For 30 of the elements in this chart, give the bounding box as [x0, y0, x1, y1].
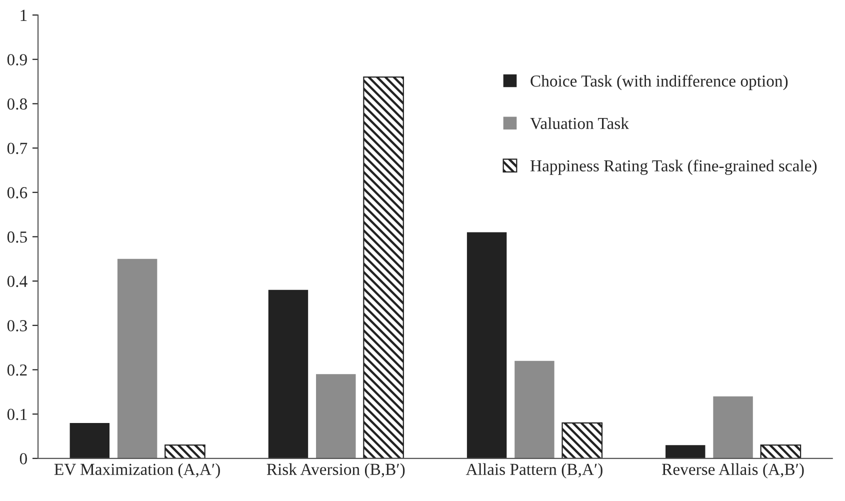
bar — [117, 258, 158, 458]
bar — [514, 360, 554, 458]
y-tick-label: 0.5 — [7, 231, 27, 243]
bar — [562, 422, 603, 458]
bar — [760, 444, 802, 458]
bar — [268, 290, 308, 458]
bar — [164, 444, 206, 458]
legend-label: Valuation Task — [530, 117, 629, 130]
x-tick-label: Reverse Allais (A,B′) — [662, 463, 804, 478]
y-tick-label: 0.9 — [7, 54, 27, 66]
bar — [316, 374, 356, 458]
bar — [466, 232, 507, 458]
bar — [666, 445, 706, 458]
y-tick-label: 0.6 — [7, 187, 28, 198]
y-tick-label: 0 — [20, 453, 27, 464]
legend-label: Choice Task (with indifference option) — [530, 74, 788, 90]
y-tick-label: 0.1 — [7, 408, 27, 420]
bar — [70, 422, 110, 458]
legend-label: Happiness Rating Task (fine-grained scale) — [530, 160, 817, 175]
y-tick-label: 0.7 — [7, 142, 28, 154]
y-tick-label: 0.2 — [7, 364, 27, 376]
y-tick-label: 0.3 — [7, 320, 27, 332]
x-tick-label: EV Maximization (A,A′) — [54, 463, 220, 478]
y-tick-label: 1 — [20, 10, 27, 21]
bar — [363, 76, 404, 458]
bar — [713, 396, 753, 458]
y-tick-label: 0.4 — [7, 276, 28, 288]
y-tick-label: 0.8 — [7, 98, 27, 110]
x-tick-label: Risk Aversion (B,B′) — [266, 463, 405, 478]
x-tick-label: Allais Pattern (B,A′) — [466, 463, 602, 478]
